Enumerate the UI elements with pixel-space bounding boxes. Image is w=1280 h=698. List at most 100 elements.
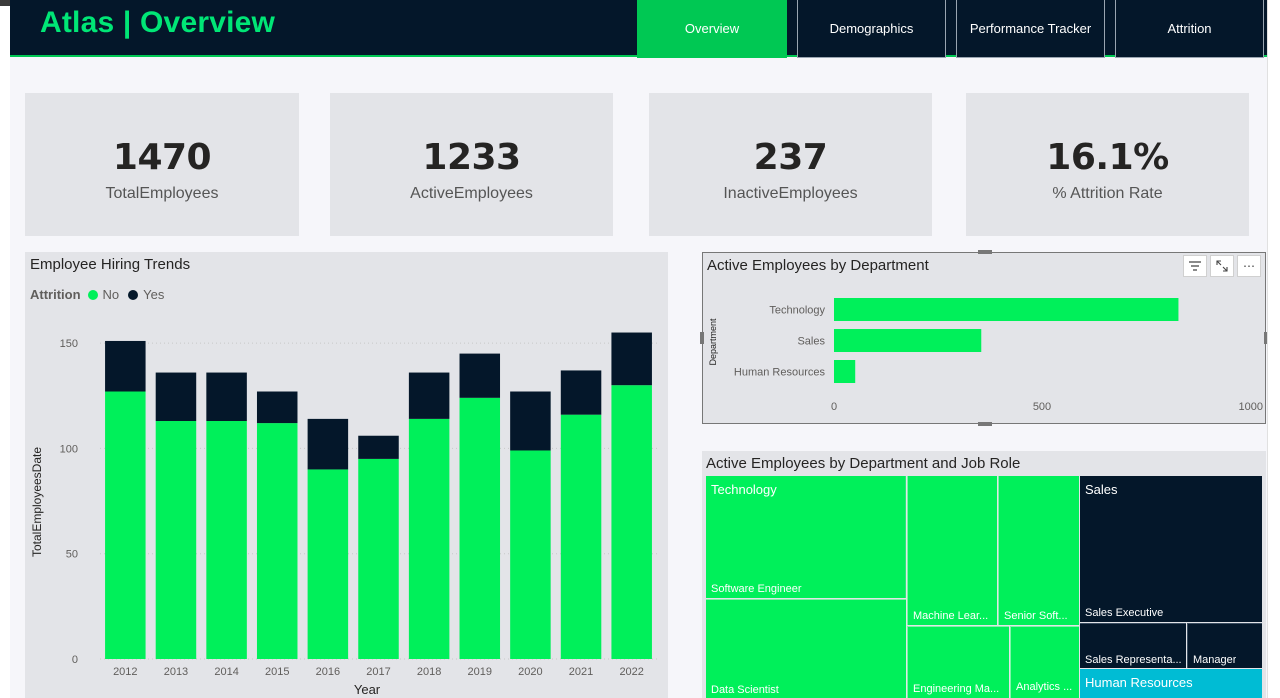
bar-no-2018[interactable]: [408, 418, 450, 659]
bar-yes-2013[interactable]: [155, 372, 197, 421]
focus-mode-icon[interactable]: [1210, 255, 1234, 277]
bar-yes-2014[interactable]: [206, 372, 247, 421]
y-tick-label: 150: [60, 338, 78, 350]
treemap-group-sales: Sales: [1085, 482, 1118, 497]
treemap-role-label: Machine Lear...: [913, 610, 989, 622]
x-tick-label: 2017: [366, 666, 390, 678]
kpi-card-active-employees[interactable]: 1233 ActiveEmployees: [330, 93, 613, 236]
bar-no-2017[interactable]: [358, 458, 399, 659]
bar-yes-2019[interactable]: [459, 353, 501, 398]
y-axis-label: TotalEmployeesDate: [30, 447, 44, 557]
x-tick-label: 2021: [569, 666, 593, 678]
kpi-card-inactive-employees[interactable]: 237 InactiveEmployees: [649, 93, 932, 236]
bar-technology[interactable]: [834, 298, 1179, 321]
kpi-value: 1470: [112, 137, 212, 178]
bar-sales[interactable]: [834, 329, 982, 352]
bar-no-2013[interactable]: [155, 420, 197, 659]
treemap-cell-sales-representative[interactable]: Sales Representa...: [1080, 623, 1186, 668]
dept-chart-title: Active Employees by Department: [707, 257, 929, 274]
resize-handle[interactable]: [700, 332, 704, 344]
bar-no-2022[interactable]: [611, 385, 652, 659]
kpi-value: 16.1%: [1046, 137, 1169, 178]
category-label: Sales: [797, 336, 825, 348]
resize-handle[interactable]: [1264, 332, 1268, 344]
kpi-label: InactiveEmployees: [723, 185, 858, 202]
tab-attrition[interactable]: Attrition: [1115, 0, 1264, 58]
treemap-group-human-resources: Human Resources: [1085, 675, 1193, 690]
filter-icon[interactable]: [1183, 255, 1207, 277]
tab-performance-tracker[interactable]: Performance Tracker: [956, 0, 1105, 58]
kpi-label: TotalEmployees: [105, 185, 219, 202]
hiring-trends-title: Employee Hiring Trends: [30, 256, 191, 273]
dept-bar-chart: Technology Sales Human Resources 0 500 1000 D…: [708, 298, 1263, 413]
bar-no-2015[interactable]: [256, 423, 298, 659]
bar-yes-2021[interactable]: [560, 370, 602, 415]
bar-no-2019[interactable]: [459, 397, 501, 659]
kpi-card-attrition-rate[interactable]: 16.1% % Attrition Rate: [966, 93, 1249, 236]
tab-overview[interactable]: Overview: [637, 0, 787, 58]
x-tick-label: 2015: [265, 666, 289, 678]
treemap-role-label: Data Scientist: [711, 684, 779, 696]
x-tick-label: 2013: [164, 666, 188, 678]
treemap-cell-human-resources[interactable]: Human Resources: [1080, 669, 1262, 698]
kpi-card-total-employees[interactable]: 1470 TotalEmployees: [25, 93, 299, 236]
bar-yes-2017[interactable]: [358, 435, 399, 459]
more-options-icon[interactable]: ⋯: [1237, 255, 1261, 277]
treemap-cell-manager[interactable]: Manager: [1187, 623, 1262, 668]
bar-yes-2018[interactable]: [408, 372, 450, 419]
hiring-trends-chart: 0 50 100 150 2012 2013 2014 2015 2016 2017 2018 201…: [30, 332, 657, 697]
treemap-role-label: Senior Soft...: [1004, 610, 1068, 622]
treemap-cell-data-scientist[interactable]: Data Scientist: [706, 599, 906, 698]
x-tick-label: 2018: [417, 666, 441, 678]
legend-label-yes[interactable]: Yes: [143, 287, 165, 302]
bar-no-2012[interactable]: [105, 391, 146, 659]
resize-handle[interactable]: [978, 250, 992, 254]
legend-dot-yes: [128, 289, 139, 300]
treemap-title: Active Employees by Department and Job R…: [706, 455, 1021, 472]
category-label: Technology: [769, 305, 825, 317]
treemap-cell-engineering-manager[interactable]: Engineering Ma...: [907, 626, 1009, 698]
x-tick-label: 500: [1033, 401, 1051, 413]
treemap-cell-senior-software[interactable]: Senior Soft...: [998, 476, 1079, 625]
dept-chart-panel[interactable]: Active Employees by Department ⋯ Technol…: [702, 252, 1266, 424]
kpi-label: ActiveEmployees: [410, 185, 533, 202]
x-tick-label: 2012: [113, 666, 137, 678]
x-tick-label: 0: [831, 401, 837, 413]
y-tick-label: 0: [72, 654, 78, 666]
x-tick-label: 2014: [214, 666, 238, 678]
treemap-group-technology: Technology: [711, 482, 777, 497]
bar-no-2014[interactable]: [206, 420, 247, 659]
treemap-cell-software-engineer[interactable]: Technology Software Engineer: [706, 476, 906, 598]
category-label: Human Resources: [734, 367, 826, 379]
y-tick-label: 50: [66, 549, 78, 561]
bar-human-resources[interactable]: [834, 360, 856, 383]
tab-demographics[interactable]: Demographics: [797, 0, 946, 58]
bar-no-2021[interactable]: [560, 414, 602, 659]
bar-no-2016[interactable]: [307, 469, 349, 659]
bar-yes-2016[interactable]: [307, 418, 349, 470]
resize-handle[interactable]: [978, 422, 992, 426]
bar-yes-2015[interactable]: [256, 391, 298, 424]
legend-dot-no: [87, 289, 98, 300]
visual-toolbar: ⋯: [1183, 255, 1261, 277]
x-tick-label: 2016: [316, 666, 340, 678]
treemap-cell-machine-learning[interactable]: Machine Lear...: [907, 476, 997, 625]
bar-yes-2022[interactable]: [611, 332, 652, 386]
bar-yes-2020[interactable]: [510, 391, 551, 451]
y-axis-label: Department: [708, 318, 718, 366]
treemap-panel[interactable]: Active Employees by Department and Job R…: [702, 451, 1266, 698]
report-canvas: Atlas | Overview Overview Demographics P…: [10, 0, 1268, 698]
treemap-role-label: Sales Executive: [1085, 607, 1164, 619]
treemap-cell-sales-executive[interactable]: Sales Sales Executive: [1080, 476, 1262, 622]
treemap-role-label: Engineering Ma...: [913, 683, 1000, 695]
bar-yes-2012[interactable]: [105, 340, 146, 392]
kpi-value: 1233: [422, 137, 521, 178]
treemap-role-label: Analytics ...: [1016, 681, 1073, 693]
hiring-trends-panel[interactable]: Employee Hiring Trends Attrition No Yes …: [25, 252, 668, 698]
bar-no-2020[interactable]: [510, 450, 551, 659]
scroll-gutter: [1267, 0, 1280, 698]
legend-label-no[interactable]: No: [102, 287, 120, 302]
x-axis-label: Year: [354, 682, 381, 697]
report-header: Atlas | Overview Overview Demographics P…: [10, 0, 1267, 58]
treemap-cell-analytics[interactable]: Analytics ...: [1010, 626, 1079, 698]
